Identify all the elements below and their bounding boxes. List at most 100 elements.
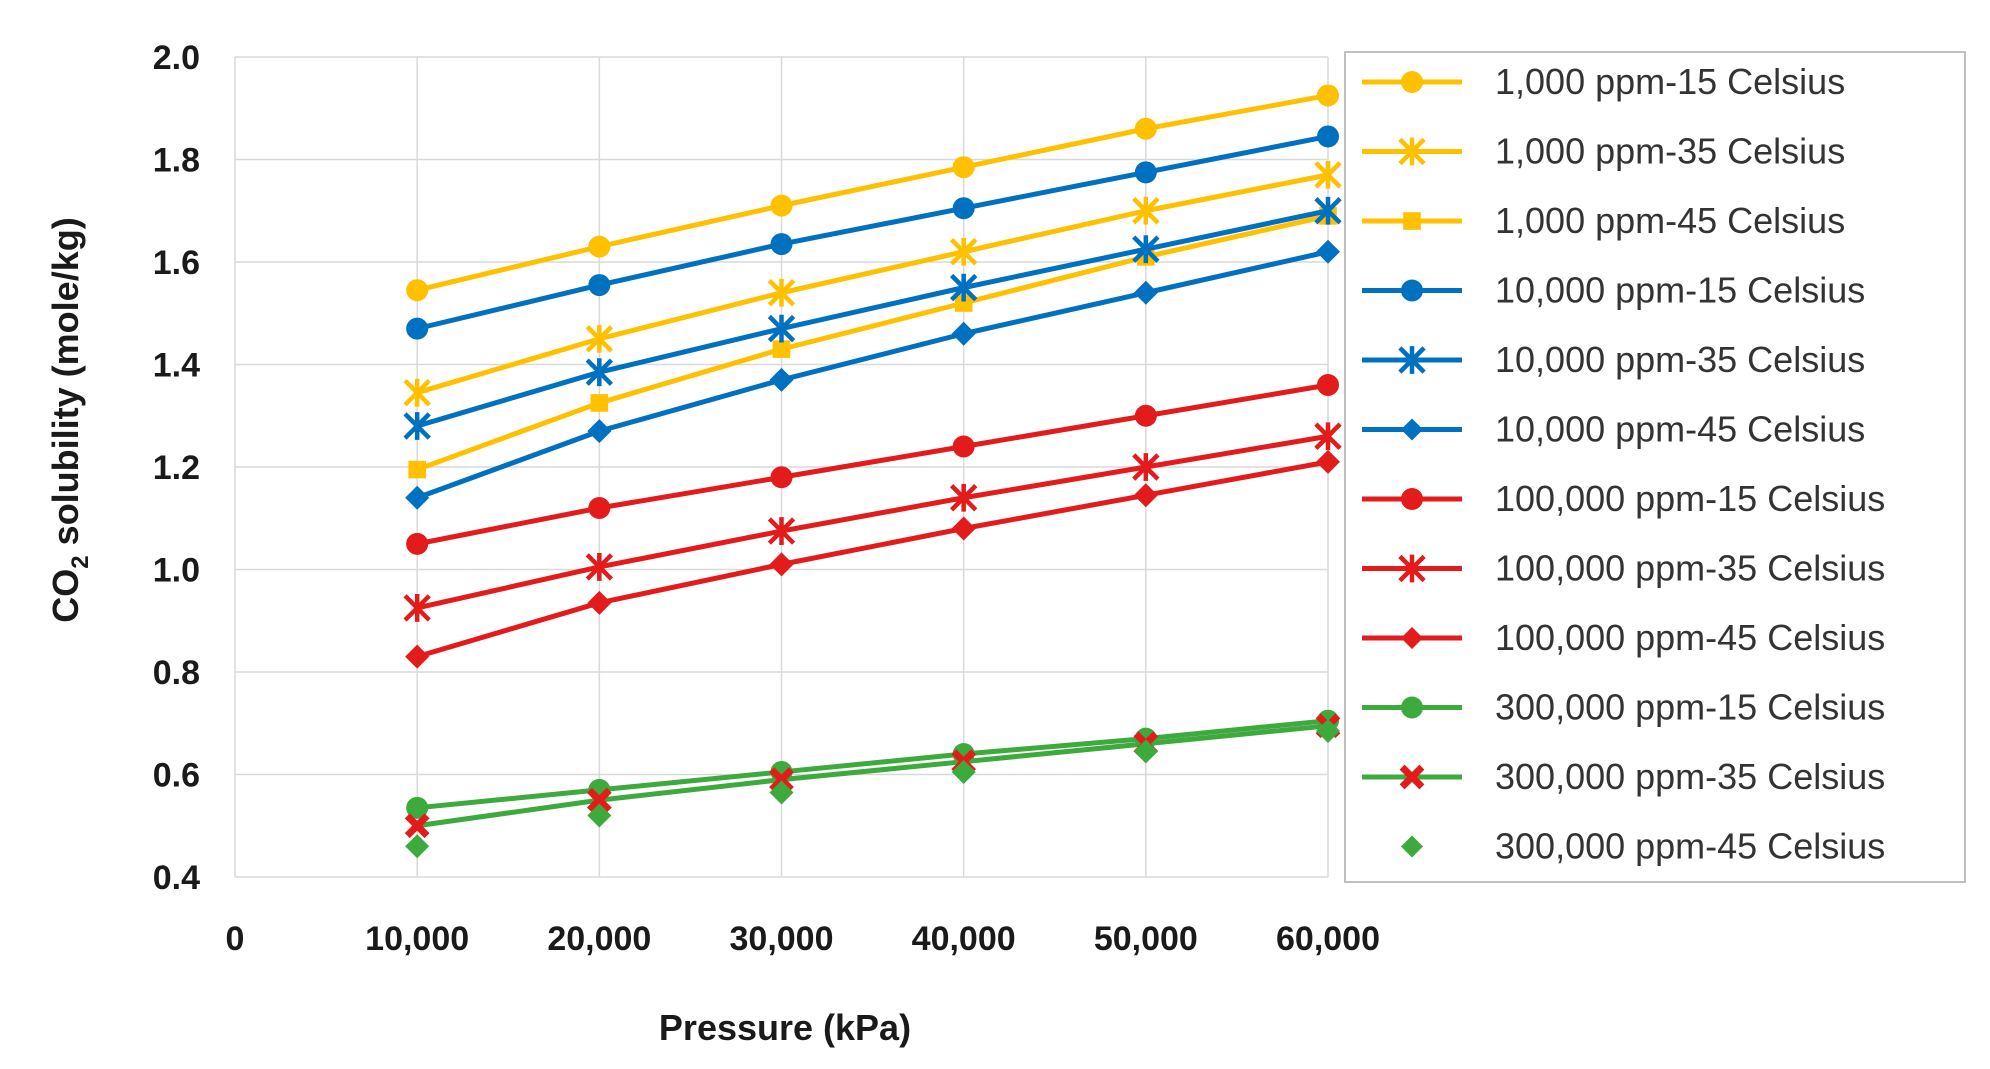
y-axis-title-rest: solubility (mole/kg) (45, 217, 86, 555)
legend-item: 1,000 ppm-45 Celsius (1362, 200, 1845, 241)
data-point (951, 516, 976, 541)
legend-marker (1401, 71, 1423, 93)
series-line (416, 133, 1329, 332)
data-point (1314, 160, 1342, 189)
data-point (770, 466, 793, 489)
series (405, 449, 1340, 669)
legend-item: 300,000 ppm-35 Celsius (1362, 756, 1885, 797)
data-point (408, 460, 426, 479)
series-line (416, 433, 1329, 611)
data-point (587, 590, 612, 615)
legend-label: 100,000 ppm-15 Celsius (1495, 478, 1885, 519)
series (406, 374, 1339, 555)
data-point (1132, 196, 1160, 225)
series-line (416, 92, 1329, 293)
legend-marker (1398, 346, 1426, 374)
x-tick-label: 50,000 (1094, 920, 1198, 958)
x-tick-label: 60,000 (1276, 920, 1380, 958)
data-point (405, 644, 430, 669)
data-point (405, 834, 430, 859)
y-tick-label: 1.2 (153, 449, 200, 487)
data-point (587, 803, 612, 828)
legend-marker (1401, 696, 1423, 719)
y-axis-title-main: CO (45, 569, 86, 623)
data-point (770, 194, 793, 217)
legend-label: 300,000 ppm-35 Celsius (1495, 756, 1885, 797)
data-point (1317, 84, 1339, 107)
y-tick-label: 1.0 (153, 552, 200, 590)
data-point (586, 787, 612, 813)
data-point (949, 483, 978, 512)
legend-item: 10,000 ppm-15 Celsius (1362, 270, 1865, 311)
legend-item: 100,000 ppm-15 Celsius (1362, 478, 1885, 519)
data-point (406, 532, 429, 555)
data-point (585, 358, 614, 387)
data-point (767, 278, 796, 307)
legend-label: 10,000 ppm-35 Celsius (1495, 339, 1865, 380)
series-line (416, 208, 1329, 429)
data-point (954, 294, 973, 312)
legend-marker (1401, 418, 1423, 441)
data-point (1134, 161, 1157, 184)
data-point (951, 321, 976, 346)
x-axis-title: Pressure (kPa) (659, 1007, 911, 1048)
data-point (403, 378, 431, 407)
x-tick-label: 30,000 (730, 920, 834, 958)
data-point (1132, 453, 1160, 481)
data-point (590, 394, 609, 412)
data-point (585, 324, 614, 353)
legend-marker (1401, 835, 1423, 858)
legend-label: 1,000 ppm-45 Celsius (1495, 200, 1845, 241)
legend-marker (1401, 279, 1423, 302)
data-point (406, 796, 429, 819)
legend-marker (1401, 627, 1423, 649)
series-line (416, 459, 1329, 660)
legend-label: 300,000 ppm-15 Celsius (1495, 687, 1885, 728)
legend-label: 10,000 ppm-45 Celsius (1495, 409, 1865, 450)
data-point (403, 594, 431, 622)
data-point (404, 813, 430, 839)
data-point (1133, 739, 1158, 764)
data-point (1132, 235, 1160, 264)
data-point (1316, 718, 1340, 743)
y-tick-label: 1.6 (153, 244, 200, 282)
legend-item: 1,000 ppm-35 Celsius (1362, 131, 1845, 172)
data-point (403, 412, 431, 440)
data-point (769, 780, 794, 805)
data-point (1316, 239, 1340, 264)
legend-label: 1,000 ppm-35 Celsius (1495, 131, 1845, 172)
legend-item: 100,000 ppm-45 Celsius (1362, 617, 1885, 658)
data-point (1133, 483, 1158, 508)
data-point (767, 517, 796, 545)
data-point (1314, 196, 1342, 225)
legend: 1,000 ppm-15 Celsius 1,000 ppm-35 Celsius… (1344, 51, 1966, 883)
data-point (769, 552, 794, 577)
series (403, 422, 1342, 622)
data-point (1314, 422, 1342, 451)
data-point (1317, 374, 1339, 396)
data-point (952, 156, 975, 179)
series-line (416, 723, 1329, 829)
data-point (772, 340, 791, 358)
data-point (952, 435, 975, 458)
data-point (406, 279, 429, 302)
series-line (416, 382, 1329, 547)
data-point (951, 759, 976, 784)
data-point (1317, 125, 1339, 148)
series-line (416, 249, 1329, 501)
y-tick-label: 0.4 (153, 859, 200, 897)
legend-label: 300,000 ppm-45 Celsius (1495, 826, 1885, 867)
data-point (1133, 280, 1158, 305)
data-point (1134, 117, 1157, 140)
legend-label: 100,000 ppm-35 Celsius (1495, 548, 1885, 589)
legend-marker (1399, 764, 1425, 790)
y-tick-label: 0.8 (153, 654, 200, 692)
data-point (1134, 404, 1157, 427)
y-tick-label: 0.6 (153, 757, 200, 795)
data-point (406, 317, 429, 340)
legend-marker (1401, 488, 1423, 510)
series (405, 718, 1340, 859)
data-point (1316, 449, 1340, 474)
data-point (587, 419, 612, 444)
y-tick-label: 2.0 (153, 39, 200, 77)
